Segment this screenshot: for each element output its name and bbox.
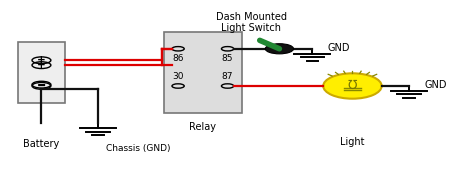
Text: Dash Mounted
Light Switch: Dash Mounted Light Switch <box>216 12 287 33</box>
Text: Relay: Relay <box>189 122 216 132</box>
Text: GND: GND <box>328 43 350 53</box>
Text: 30: 30 <box>173 72 184 81</box>
Text: −: − <box>37 80 46 90</box>
Text: +: + <box>37 55 46 65</box>
Circle shape <box>265 44 293 54</box>
Text: −: − <box>37 81 46 91</box>
FancyBboxPatch shape <box>18 42 65 103</box>
Text: Chassis (GND): Chassis (GND) <box>106 144 170 153</box>
Text: 86: 86 <box>173 54 184 63</box>
Text: 85: 85 <box>222 54 233 63</box>
Text: +: + <box>37 60 46 70</box>
Text: ℧: ℧ <box>348 79 357 92</box>
Text: Battery: Battery <box>23 138 60 149</box>
Ellipse shape <box>323 73 382 99</box>
Text: GND: GND <box>424 80 447 90</box>
FancyBboxPatch shape <box>164 32 242 113</box>
Text: Light: Light <box>340 137 365 147</box>
Text: 87: 87 <box>222 72 233 81</box>
